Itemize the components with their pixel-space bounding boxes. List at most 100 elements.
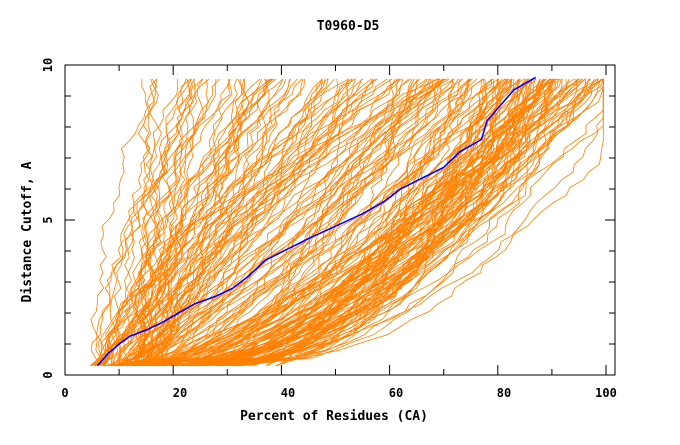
- model-curve: [106, 78, 434, 367]
- model-curve: [181, 78, 604, 367]
- highlighted-model-curve: [96, 76, 537, 367]
- model-curve: [104, 78, 446, 367]
- model-curve: [133, 78, 455, 367]
- model-curve: [194, 78, 604, 367]
- model-curve: [223, 78, 409, 366]
- model-curve: [94, 78, 323, 366]
- chart-title: T0960-D5: [317, 19, 380, 34]
- model-curve: [145, 78, 372, 366]
- model-curve: [133, 78, 520, 367]
- model-curve: [137, 78, 159, 366]
- y-tick-label: 10: [41, 58, 55, 72]
- model-curve: [153, 78, 499, 367]
- model-curve: [171, 78, 541, 367]
- y-axis-label: Distance Cutoff, A: [20, 161, 35, 302]
- model-curve: [106, 78, 364, 367]
- model-curve: [95, 78, 272, 366]
- model-curve: [150, 78, 470, 367]
- model-curve: [122, 78, 261, 366]
- model-curve: [165, 78, 559, 367]
- model-curve: [140, 78, 454, 367]
- model-curve: [233, 78, 562, 367]
- model-curve: [141, 78, 168, 366]
- model-curve: [232, 78, 547, 367]
- model-curve: [210, 78, 495, 367]
- model-curve: [147, 78, 231, 366]
- model-curve: [111, 78, 326, 366]
- model-curve: [142, 78, 440, 367]
- model-curve: [200, 78, 494, 367]
- model-curve: [181, 78, 470, 367]
- model-curve: [132, 78, 304, 366]
- model-curve: [209, 78, 493, 367]
- model-curve: [216, 78, 604, 367]
- model-curve: [275, 78, 552, 367]
- model-curve: [148, 78, 353, 366]
- model-curve: [265, 78, 599, 367]
- model-curve: [200, 78, 512, 367]
- model-curve: [163, 78, 579, 367]
- x-axis-label: Percent of Residues (CA): [240, 409, 428, 424]
- x-axis-ticks: [64, 65, 607, 375]
- model-curve: [90, 78, 158, 366]
- model-curve: [103, 78, 402, 366]
- model-curve: [102, 78, 191, 366]
- model-curve: [136, 78, 160, 366]
- model-curve: [239, 78, 544, 367]
- x-tick-label: 40: [281, 386, 295, 400]
- x-tick-label: 60: [389, 386, 403, 400]
- model-curve: [127, 78, 233, 366]
- x-tick-label: 100: [595, 386, 617, 400]
- model-curve: [114, 78, 485, 367]
- model-curve: [124, 78, 445, 367]
- model-curve: [129, 78, 429, 366]
- model-curve: [223, 78, 582, 367]
- model-curve: [105, 78, 350, 366]
- model-curve: [137, 78, 529, 367]
- other-model-curves: [90, 78, 604, 367]
- model-curve: [206, 78, 554, 367]
- model-curve: [137, 78, 356, 366]
- model-curve: [159, 78, 250, 367]
- x-tick-label: 80: [497, 386, 511, 400]
- model-curve: [142, 78, 363, 366]
- model-curve: [155, 78, 399, 367]
- model-curve: [90, 78, 374, 367]
- y-tick-label: 5: [41, 216, 55, 223]
- model-curve: [155, 78, 568, 367]
- model-curve: [157, 78, 525, 367]
- model-curve: [151, 78, 250, 366]
- model-curve: [151, 78, 187, 366]
- model-curve: [90, 78, 158, 366]
- model-curve: [131, 78, 595, 367]
- model-curve: [104, 78, 450, 366]
- y-tick-label: 0: [41, 371, 55, 378]
- model-curve: [96, 78, 210, 366]
- model-curve: [100, 78, 290, 366]
- x-tick-label: 20: [173, 386, 187, 400]
- model-curve: [105, 78, 194, 366]
- model-curve: [235, 78, 507, 367]
- model-curve: [245, 78, 415, 366]
- model-curve: [151, 78, 470, 366]
- model-curve: [136, 78, 238, 366]
- y-axis-ticks: [65, 64, 615, 376]
- model-curve: [135, 78, 349, 367]
- model-curve: [233, 78, 592, 367]
- model-curve: [119, 78, 534, 367]
- model-curve: [138, 78, 432, 366]
- model-curve: [91, 78, 246, 367]
- model-curve: [164, 78, 484, 367]
- model-curve: [222, 78, 599, 367]
- x-tick-label: 0: [61, 386, 68, 400]
- highlighted-model-line: [96, 76, 537, 367]
- model-curve: [151, 78, 339, 367]
- model-curve: [116, 78, 438, 367]
- model-curve: [215, 78, 500, 367]
- model-curve: [151, 78, 412, 367]
- model-curve: [169, 78, 554, 367]
- model-curve: [133, 78, 396, 366]
- model-curve: [111, 78, 179, 366]
- model-curve: [165, 78, 604, 367]
